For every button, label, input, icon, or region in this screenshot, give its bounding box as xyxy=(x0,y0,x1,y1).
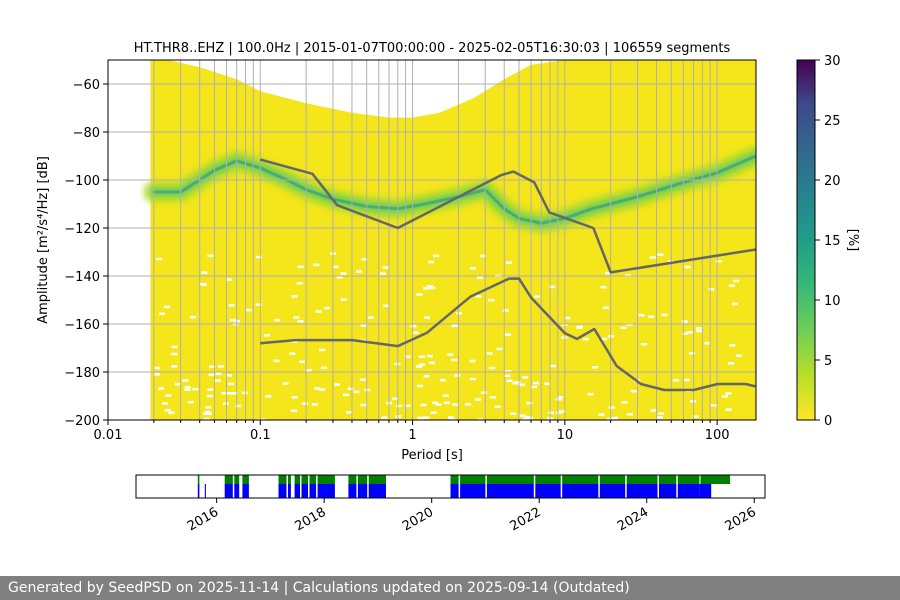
availability-green-segment xyxy=(700,475,731,484)
timeline-year-ticks: 2016 2018 2020 2022 2024 2026 xyxy=(185,498,759,534)
x-axis-label: Period [s] xyxy=(401,448,463,463)
colorbar-ticks: 0 5 10 15 20 25 30 xyxy=(815,54,841,429)
availability-timeline: 2016 2018 2020 2022 2024 2026 xyxy=(135,474,766,534)
availability-gap xyxy=(300,475,302,498)
timeline-tick-label: 2026 xyxy=(723,505,759,535)
y-tick-label: −60 xyxy=(73,78,100,93)
colorbar-tick-label: 15 xyxy=(824,234,841,249)
x-grid-lines xyxy=(108,60,718,420)
colorbar-gradient xyxy=(797,60,815,420)
availability-green-segment xyxy=(278,475,291,484)
availability-blue-segment xyxy=(450,484,700,498)
colorbar-tick-label: 20 xyxy=(824,174,841,189)
y-axis-label: Amplitude [m²/s⁴/Hz] [dB] xyxy=(36,156,51,324)
colorbar-label: [%] xyxy=(845,229,860,252)
colorbar-tick-label: 5 xyxy=(824,354,832,369)
x-tick-label: 1 xyxy=(408,428,416,443)
x-tick-label: 100 xyxy=(705,428,730,443)
y-tick-label: −80 xyxy=(73,126,100,141)
plot-frame xyxy=(107,59,757,421)
y-tick-label: −200 xyxy=(64,414,100,429)
timeline-tick-label: 2020 xyxy=(400,505,436,535)
availability-blue-segment xyxy=(224,484,240,498)
colorbar-tick-label: 25 xyxy=(824,114,841,129)
chart-title: HT.THR8..EHZ | 100.0Hz | 2015-01-07T00:0… xyxy=(134,41,731,56)
colorbar-tick-label: 0 xyxy=(824,414,832,429)
timeline-tick-label: 2016 xyxy=(185,505,221,535)
availability-gap xyxy=(533,475,536,498)
y-tick-label: −120 xyxy=(64,222,100,237)
availability-blue-segment xyxy=(204,484,206,498)
availability-gap xyxy=(598,475,600,498)
timeline-frame xyxy=(135,474,766,499)
availability-gap xyxy=(308,475,310,498)
availability-blue-segment xyxy=(699,484,712,498)
availability-gap xyxy=(458,475,461,498)
y-tick-label: −100 xyxy=(64,174,100,189)
availability-gap xyxy=(367,475,369,498)
psd-envelope xyxy=(150,60,756,420)
availability-green-segment xyxy=(450,475,700,484)
y-grid-lines xyxy=(108,83,756,420)
availability-blue-segment xyxy=(197,484,200,498)
y-tick-label: −180 xyxy=(64,366,100,381)
x-tick-label: 0.01 xyxy=(94,428,123,443)
availability-gap xyxy=(232,475,235,498)
availability-gap xyxy=(485,475,487,498)
availability-green-segment xyxy=(242,475,249,484)
nhnm-line xyxy=(259,158,756,274)
availability-blue-segment xyxy=(294,484,335,498)
availability-gap xyxy=(316,475,318,498)
nlnm-line xyxy=(260,277,756,392)
availability-gap xyxy=(286,475,288,498)
psd-mode-peak xyxy=(152,154,756,225)
y-tick-label: −140 xyxy=(64,270,100,285)
psd-plot-area: 0.01 0.1 1 10 100 −200 −180 −160 −140 −120 −100 −8… xyxy=(36,59,757,463)
colorbar-tick-label: 30 xyxy=(824,54,841,69)
colorbar-tick-label: 10 xyxy=(824,294,841,309)
x-tick-label: 0.1 xyxy=(250,428,271,443)
availability-gap xyxy=(676,475,678,498)
availability-blue-segment xyxy=(242,484,249,498)
footer-text: Generated by SeedPSD on 2025-11-14 | Cal… xyxy=(8,580,630,596)
x-tick-label: 10 xyxy=(557,428,574,443)
x-axis-ticks: 0.01 0.1 1 10 100 xyxy=(94,420,730,443)
availability-green-segment xyxy=(294,475,335,484)
availability-gap xyxy=(657,475,659,498)
y-tick-label: −160 xyxy=(64,318,100,333)
timeline-tick-label: 2022 xyxy=(508,505,544,535)
availability-gap xyxy=(560,475,563,498)
colorbar: 0 5 10 15 20 25 30 [%] xyxy=(796,54,860,429)
availability-green-segment xyxy=(197,475,200,484)
availability-blue-segment xyxy=(278,484,291,498)
y-axis-ticks: −200 −180 −160 −140 −120 −100 −80 −60 xyxy=(64,78,108,429)
footer-bar: Generated by SeedPSD on 2025-11-14 | Cal… xyxy=(0,576,900,600)
availability-green-segment xyxy=(224,475,240,484)
availability-gap xyxy=(356,475,358,498)
timeline-tick-label: 2018 xyxy=(293,505,329,535)
timeline-tick-label: 2024 xyxy=(615,505,651,535)
availability-gap xyxy=(625,475,627,498)
